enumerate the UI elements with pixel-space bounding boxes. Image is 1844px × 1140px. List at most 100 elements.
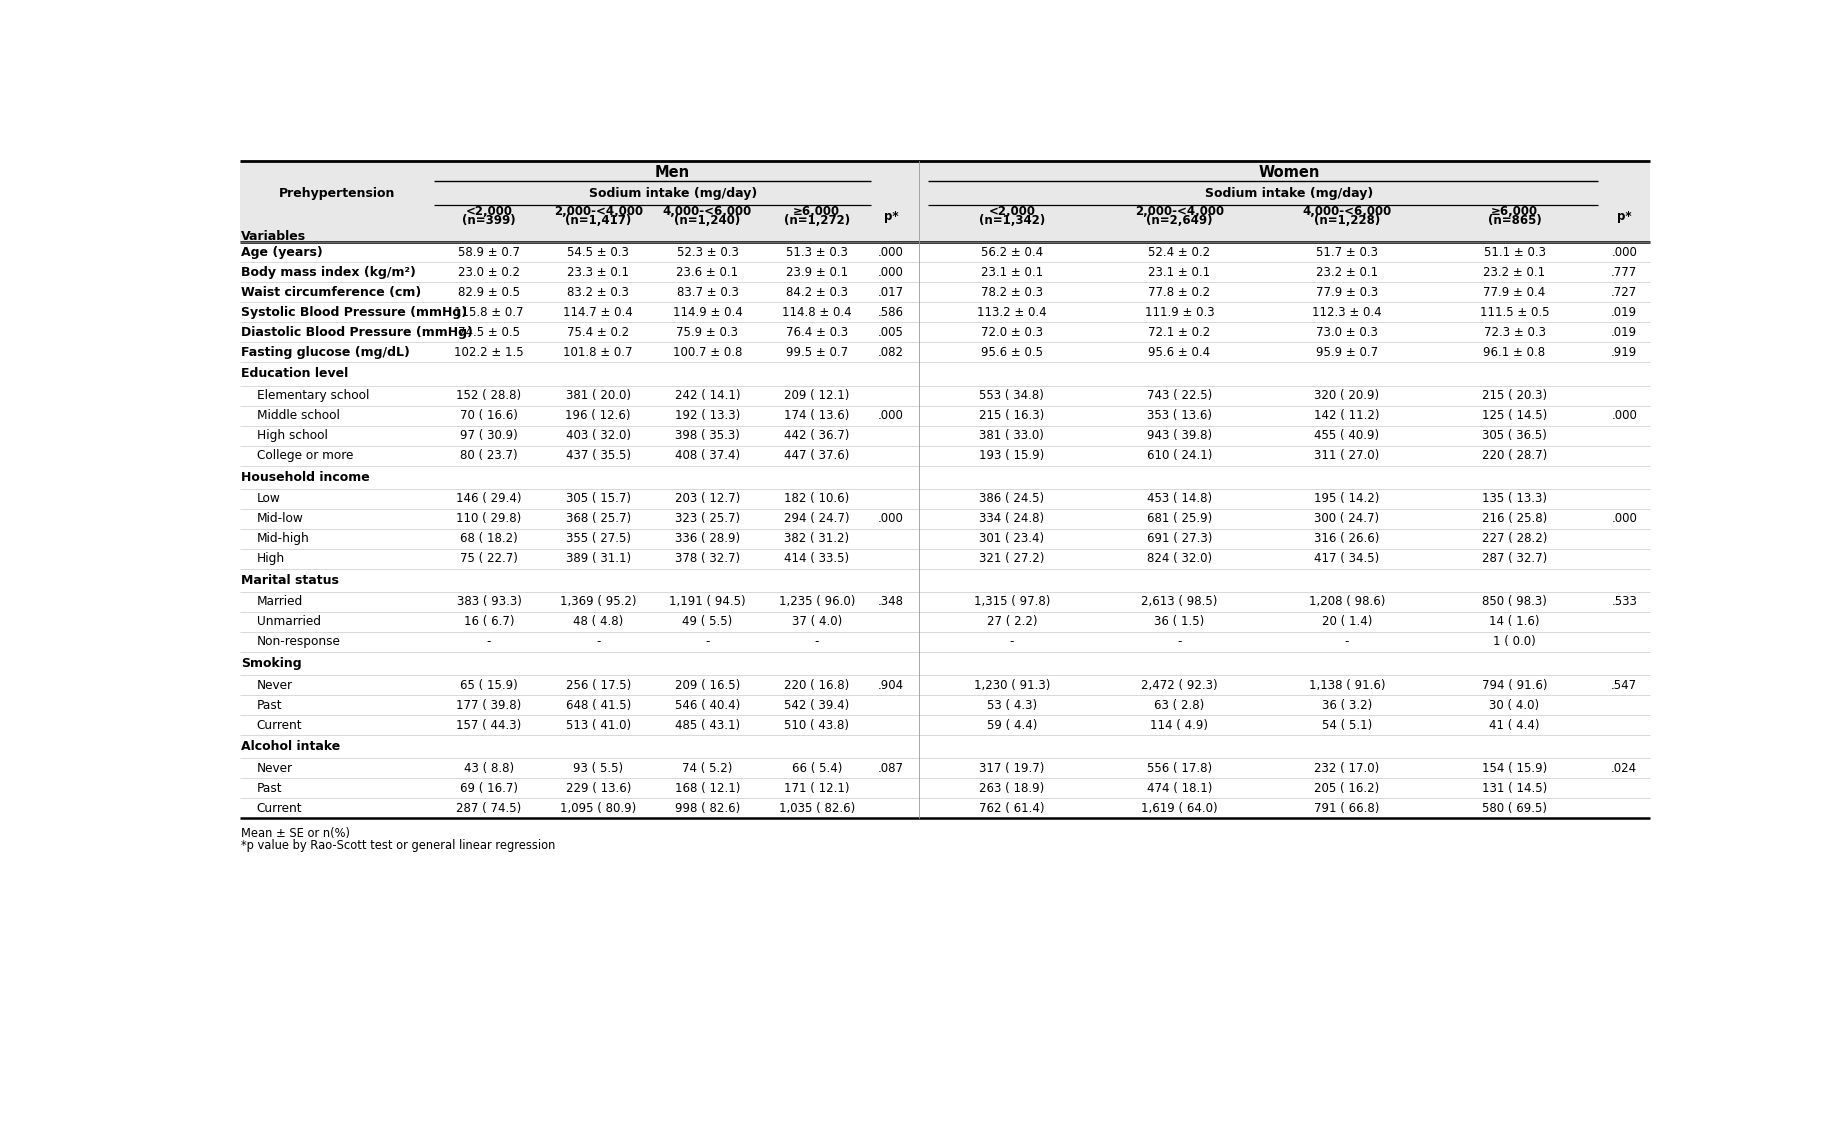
- Text: 294 ( 24.7): 294 ( 24.7): [784, 512, 850, 526]
- Text: .082: .082: [878, 345, 904, 359]
- Text: 51.3 ± 0.3: 51.3 ± 0.3: [786, 246, 848, 259]
- Text: 743 ( 22.5): 743 ( 22.5): [1147, 389, 1212, 402]
- Text: 556 ( 17.8): 556 ( 17.8): [1147, 762, 1212, 775]
- Text: 82.9 ± 0.5: 82.9 ± 0.5: [457, 286, 520, 299]
- Text: 403 ( 32.0): 403 ( 32.0): [566, 429, 631, 442]
- Text: .024: .024: [1612, 762, 1637, 775]
- Text: 97 ( 30.9): 97 ( 30.9): [461, 429, 518, 442]
- Text: -: -: [815, 635, 819, 649]
- Text: 59 ( 4.4): 59 ( 4.4): [987, 718, 1036, 732]
- Text: 53 ( 4.3): 53 ( 4.3): [987, 699, 1036, 711]
- Text: 546 ( 40.4): 546 ( 40.4): [675, 699, 739, 711]
- Text: 48 ( 4.8): 48 ( 4.8): [573, 616, 623, 628]
- Text: 378 ( 32.7): 378 ( 32.7): [675, 552, 739, 565]
- Text: 168 ( 12.1): 168 ( 12.1): [675, 782, 739, 795]
- Text: 220 ( 16.8): 220 ( 16.8): [784, 678, 850, 692]
- Text: Variables: Variables: [242, 229, 306, 243]
- Text: 131 ( 14.5): 131 ( 14.5): [1483, 782, 1547, 795]
- Text: *p value by Rao-Scott test or general linear regression: *p value by Rao-Scott test or general li…: [242, 839, 555, 853]
- Text: 1 ( 0.0): 1 ( 0.0): [1494, 635, 1536, 649]
- Text: .000: .000: [1612, 512, 1637, 526]
- Text: 1,095 ( 80.9): 1,095 ( 80.9): [561, 801, 636, 815]
- Text: 287 ( 74.5): 287 ( 74.5): [455, 801, 522, 815]
- Text: 2,613 ( 98.5): 2,613 ( 98.5): [1141, 595, 1217, 609]
- Text: 95.9 ± 0.7: 95.9 ± 0.7: [1317, 345, 1377, 359]
- Text: 4,000-<6,000: 4,000-<6,000: [662, 205, 752, 218]
- Text: Education level: Education level: [242, 367, 349, 381]
- Text: .727: .727: [1612, 286, 1637, 299]
- Text: 93 ( 5.5): 93 ( 5.5): [573, 762, 623, 775]
- Text: 455 ( 40.9): 455 ( 40.9): [1315, 429, 1379, 442]
- Text: 1,619 ( 64.0): 1,619 ( 64.0): [1141, 801, 1217, 815]
- Text: 220 ( 28.7): 220 ( 28.7): [1483, 449, 1547, 462]
- Text: .533: .533: [1612, 595, 1637, 609]
- Text: 1,315 ( 97.8): 1,315 ( 97.8): [974, 595, 1049, 609]
- Text: 75.9 ± 0.3: 75.9 ± 0.3: [677, 326, 738, 339]
- Text: 263 ( 18.9): 263 ( 18.9): [979, 782, 1044, 795]
- Text: 317 ( 19.7): 317 ( 19.7): [979, 762, 1044, 775]
- Text: Household income: Household income: [242, 471, 371, 483]
- Text: 66 ( 5.4): 66 ( 5.4): [791, 762, 843, 775]
- Text: 320 ( 20.9): 320 ( 20.9): [1315, 389, 1379, 402]
- Text: -: -: [487, 635, 491, 649]
- Text: 368 ( 25.7): 368 ( 25.7): [566, 512, 631, 526]
- Text: 77.8 ± 0.2: 77.8 ± 0.2: [1149, 286, 1210, 299]
- Text: 193 ( 15.9): 193 ( 15.9): [979, 449, 1044, 462]
- Text: 474 ( 18.1): 474 ( 18.1): [1147, 782, 1212, 795]
- Text: -: -: [596, 635, 601, 649]
- Text: 321 ( 27.2): 321 ( 27.2): [979, 552, 1044, 565]
- Text: 84.2 ± 0.3: 84.2 ± 0.3: [786, 286, 848, 299]
- Text: Waist circumference (cm): Waist circumference (cm): [242, 286, 422, 299]
- Text: 113.2 ± 0.4: 113.2 ± 0.4: [977, 306, 1047, 319]
- Text: p*: p*: [883, 210, 898, 222]
- Text: 23.3 ± 0.1: 23.3 ± 0.1: [568, 266, 629, 279]
- Text: 54.5 ± 0.3: 54.5 ± 0.3: [568, 246, 629, 259]
- Text: 998 ( 82.6): 998 ( 82.6): [675, 801, 739, 815]
- Text: 51.7 ± 0.3: 51.7 ± 0.3: [1317, 246, 1377, 259]
- Text: 2,000-<4,000: 2,000-<4,000: [1134, 205, 1224, 218]
- Text: 65 ( 15.9): 65 ( 15.9): [461, 678, 518, 692]
- Text: 1,138 ( 91.6): 1,138 ( 91.6): [1309, 678, 1385, 692]
- Text: 70 ( 16.6): 70 ( 16.6): [459, 409, 518, 422]
- Text: 154 ( 15.9): 154 ( 15.9): [1483, 762, 1547, 775]
- Text: (n=1,240): (n=1,240): [675, 214, 741, 227]
- Text: Mid-high: Mid-high: [256, 532, 310, 545]
- Text: .000: .000: [1612, 409, 1637, 422]
- Text: 23.6 ± 0.1: 23.6 ± 0.1: [677, 266, 739, 279]
- Text: 513 ( 41.0): 513 ( 41.0): [566, 718, 631, 732]
- Text: 408 ( 37.4): 408 ( 37.4): [675, 449, 739, 462]
- Text: 142 ( 11.2): 142 ( 11.2): [1315, 409, 1379, 422]
- Text: 355 ( 27.5): 355 ( 27.5): [566, 532, 631, 545]
- Text: 323 ( 25.7): 323 ( 25.7): [675, 512, 739, 526]
- Text: 209 ( 16.5): 209 ( 16.5): [675, 678, 739, 692]
- Text: Women: Women: [1258, 164, 1320, 180]
- Text: Current: Current: [256, 801, 302, 815]
- Text: 95.6 ± 0.4: 95.6 ± 0.4: [1149, 345, 1210, 359]
- Text: 1,035 ( 82.6): 1,035 ( 82.6): [778, 801, 856, 815]
- Text: 78.2 ± 0.3: 78.2 ± 0.3: [981, 286, 1044, 299]
- Text: 171 ( 12.1): 171 ( 12.1): [784, 782, 850, 795]
- Text: 27 ( 2.2): 27 ( 2.2): [987, 616, 1036, 628]
- Text: (n=865): (n=865): [1488, 214, 1542, 227]
- Text: 114 ( 4.9): 114 ( 4.9): [1151, 718, 1208, 732]
- Text: High school: High school: [256, 429, 328, 442]
- Text: 2,000-<4,000: 2,000-<4,000: [553, 205, 644, 218]
- Text: 453 ( 14.8): 453 ( 14.8): [1147, 492, 1212, 505]
- Text: 51.1 ± 0.3: 51.1 ± 0.3: [1484, 246, 1545, 259]
- Text: 96.1 ± 0.8: 96.1 ± 0.8: [1483, 345, 1545, 359]
- Text: 114.9 ± 0.4: 114.9 ± 0.4: [673, 306, 743, 319]
- Text: 1,230 ( 91.3): 1,230 ( 91.3): [974, 678, 1049, 692]
- Text: (n=1,342): (n=1,342): [979, 214, 1046, 227]
- Text: Current: Current: [256, 718, 302, 732]
- Text: 23.0 ± 0.2: 23.0 ± 0.2: [457, 266, 520, 279]
- Text: 16 ( 6.7): 16 ( 6.7): [463, 616, 514, 628]
- Text: Fasting glucose (mg/dL): Fasting glucose (mg/dL): [242, 345, 409, 359]
- Text: 135 ( 13.3): 135 ( 13.3): [1483, 492, 1547, 505]
- Text: Marital status: Marital status: [242, 573, 339, 587]
- Text: p*: p*: [1617, 210, 1632, 222]
- Text: 2,472 ( 92.3): 2,472 ( 92.3): [1141, 678, 1217, 692]
- Text: 20 ( 1.4): 20 ( 1.4): [1322, 616, 1372, 628]
- Text: 99.5 ± 0.7: 99.5 ± 0.7: [786, 345, 848, 359]
- Text: 182 ( 10.6): 182 ( 10.6): [784, 492, 850, 505]
- Text: .087: .087: [878, 762, 904, 775]
